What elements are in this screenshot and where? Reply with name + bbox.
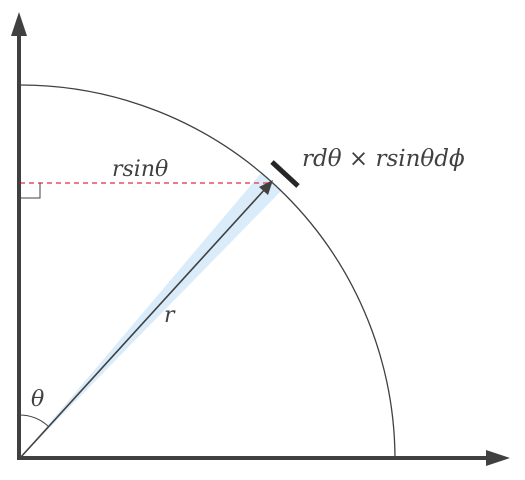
radius-vector-arrowhead (259, 180, 273, 195)
radius-vector (19, 187, 267, 459)
area-element-bar (270, 160, 300, 188)
horizontal-axis-arrowhead (486, 450, 510, 466)
vertical-axis-arrowhead (11, 12, 27, 36)
radius-label: r (164, 303, 176, 328)
polar-angle-arc (19, 414, 49, 427)
area-element-label: rdθ × rsinθdϕ (302, 146, 465, 172)
right-angle-marker (20, 183, 41, 199)
radius-projection-label: rsinθ (112, 157, 168, 182)
polar-angle-label: θ (31, 387, 44, 412)
quarter-circle-arc (19, 84, 396, 459)
